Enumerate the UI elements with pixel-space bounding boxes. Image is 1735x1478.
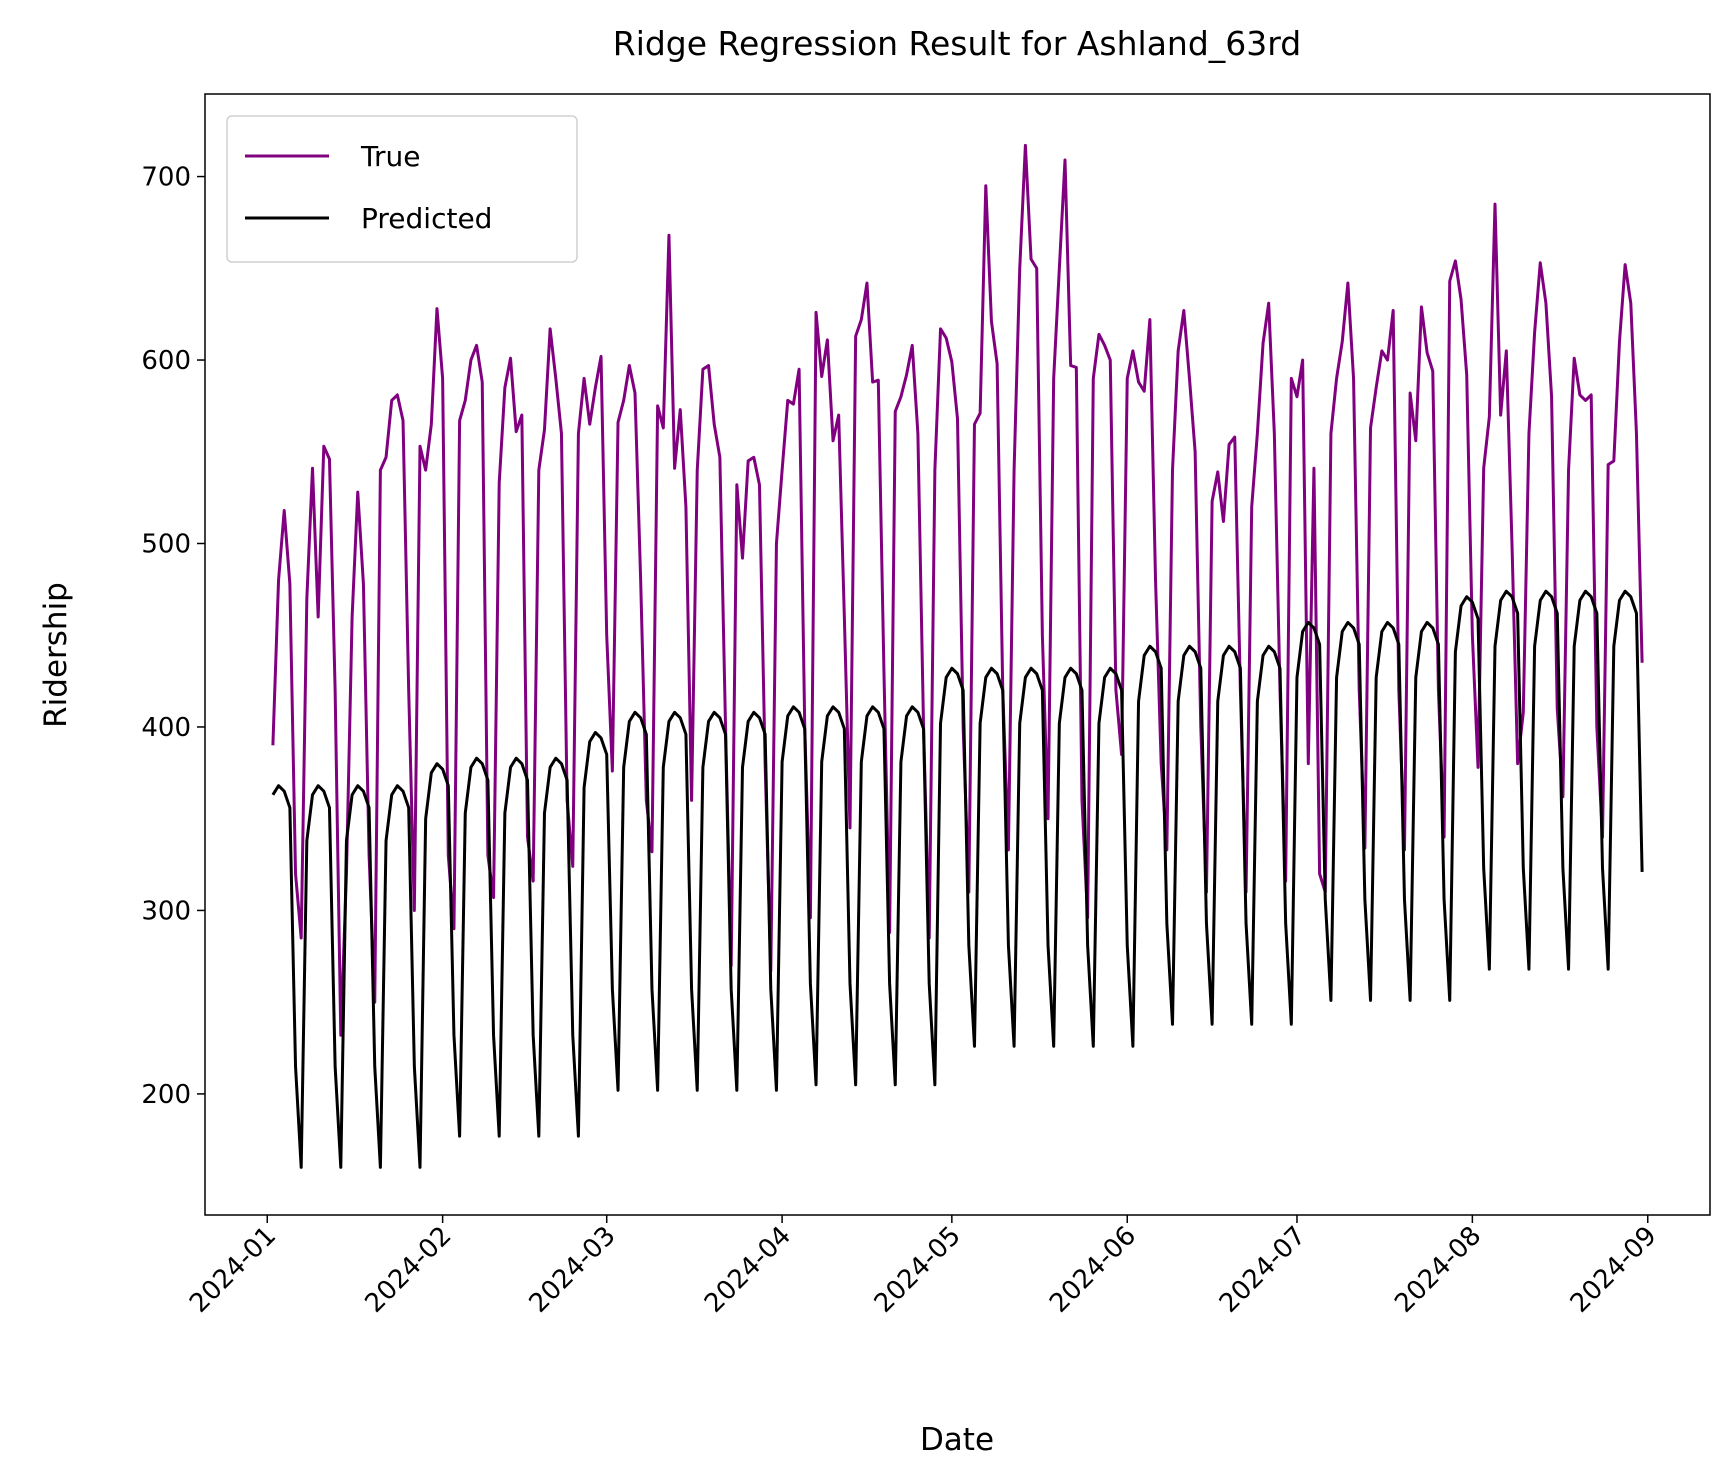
y-tick-label: 600: [141, 346, 191, 376]
legend-label: Predicted: [361, 202, 492, 235]
x-tick-label: 2024-04: [699, 1221, 797, 1319]
y-tick-label: 700: [141, 163, 191, 193]
x-tick-label: 2024-06: [1044, 1221, 1142, 1319]
chart-title: Ridge Regression Result for Ashland_63rd: [613, 24, 1301, 63]
y-tick-label: 500: [141, 530, 191, 560]
y-tick-label: 300: [141, 896, 191, 926]
x-tick-label: 2024-05: [869, 1221, 967, 1319]
legend-label: True: [360, 140, 420, 173]
x-axis-label: Date: [920, 1422, 994, 1458]
plot-frame: [204, 93, 1711, 1216]
y-tick-label: 200: [141, 1080, 191, 1110]
x-tick-label: 2024-03: [524, 1221, 622, 1319]
series-line: [271, 143, 1644, 1037]
x-tick-label: 2024-08: [1389, 1221, 1487, 1319]
x-tick-label: 2024-09: [1565, 1221, 1663, 1319]
series-line: [271, 589, 1644, 1169]
x-tick-label: 2024-02: [360, 1221, 458, 1319]
y-tick-label: 400: [141, 713, 191, 743]
x-tick-label: 2024-01: [184, 1221, 282, 1319]
y-axis-label: Ridership: [38, 582, 74, 728]
x-tick-label: 2024-07: [1214, 1221, 1312, 1319]
legend-box: [226, 115, 578, 263]
